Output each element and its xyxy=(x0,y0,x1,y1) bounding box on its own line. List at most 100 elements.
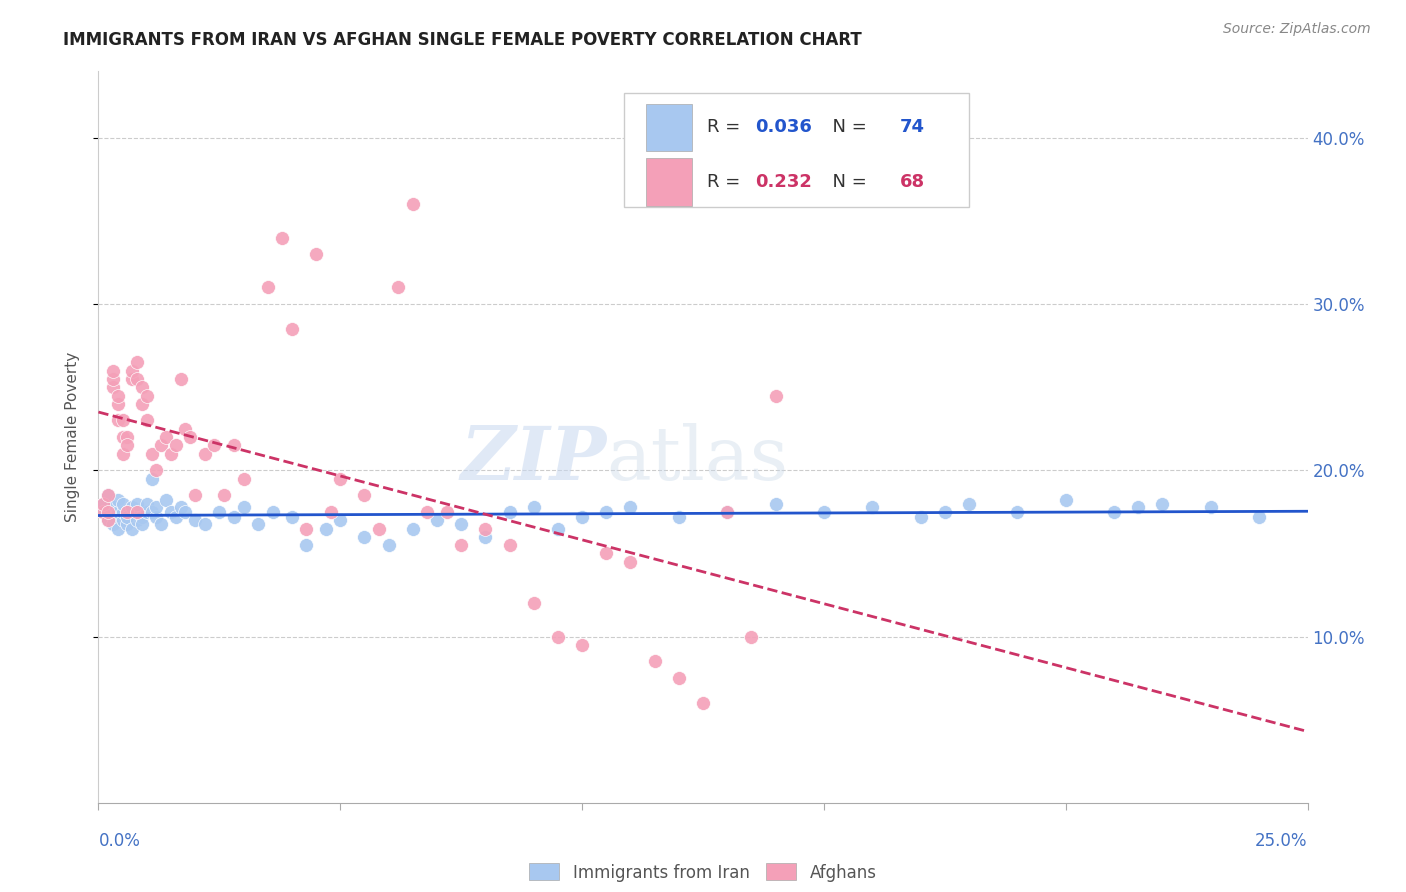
Point xyxy=(295,521,318,535)
Text: 0.036: 0.036 xyxy=(755,119,811,136)
Point xyxy=(135,413,157,427)
Point xyxy=(131,509,153,524)
Point xyxy=(101,500,124,514)
Point xyxy=(155,430,177,444)
Point xyxy=(353,530,375,544)
Point xyxy=(402,521,425,535)
Text: N =: N = xyxy=(821,173,873,191)
Point xyxy=(368,521,391,535)
Point xyxy=(619,555,641,569)
Point xyxy=(141,505,163,519)
Point xyxy=(107,413,129,427)
Point xyxy=(127,497,149,511)
Point xyxy=(1249,509,1271,524)
Point xyxy=(91,505,114,519)
Point xyxy=(145,509,167,524)
Point xyxy=(97,505,120,519)
Point xyxy=(91,497,114,511)
Point xyxy=(107,397,129,411)
Text: R =: R = xyxy=(707,173,745,191)
Point xyxy=(204,438,226,452)
Point xyxy=(692,696,714,710)
Point xyxy=(184,488,207,502)
Point xyxy=(1199,500,1222,514)
Y-axis label: Single Female Poverty: Single Female Poverty xyxy=(65,352,80,522)
Point xyxy=(474,521,496,535)
Point xyxy=(121,521,143,535)
Point xyxy=(329,513,352,527)
Point xyxy=(262,505,284,519)
Point xyxy=(101,516,124,531)
Point xyxy=(111,513,134,527)
Point xyxy=(498,505,520,519)
Point xyxy=(644,655,666,669)
Point xyxy=(208,505,231,519)
Point xyxy=(184,513,207,527)
Point xyxy=(127,505,149,519)
Point xyxy=(160,505,183,519)
Point xyxy=(247,516,270,531)
Point xyxy=(668,509,690,524)
Point xyxy=(547,521,569,535)
Point xyxy=(353,488,375,502)
Point xyxy=(174,422,197,436)
Point xyxy=(194,447,217,461)
Point xyxy=(97,505,120,519)
Point xyxy=(813,505,835,519)
Point xyxy=(101,380,124,394)
Point xyxy=(1007,505,1029,519)
Text: 25.0%: 25.0% xyxy=(1256,832,1308,850)
Point xyxy=(668,671,690,685)
Point xyxy=(101,509,124,524)
Point xyxy=(127,372,149,386)
Point xyxy=(101,372,124,386)
Point xyxy=(117,505,139,519)
Point xyxy=(127,505,149,519)
Point xyxy=(107,388,129,402)
Point xyxy=(111,447,134,461)
Point xyxy=(222,438,245,452)
Point xyxy=(281,509,304,524)
Point xyxy=(315,521,337,535)
Point xyxy=(91,497,114,511)
Point xyxy=(212,488,235,502)
Point xyxy=(107,521,129,535)
Point xyxy=(910,509,932,524)
Point xyxy=(860,500,883,514)
Point xyxy=(107,493,129,508)
Point xyxy=(150,516,173,531)
Point xyxy=(121,500,143,514)
Point xyxy=(135,505,157,519)
Point xyxy=(117,509,139,524)
Bar xyxy=(647,103,692,151)
Point xyxy=(281,322,304,336)
Text: 74: 74 xyxy=(900,119,925,136)
Point xyxy=(1128,500,1150,514)
Point xyxy=(97,488,120,502)
Point xyxy=(402,197,425,211)
Point xyxy=(474,530,496,544)
Point xyxy=(179,430,201,444)
Point xyxy=(1102,505,1125,519)
Point xyxy=(523,596,546,610)
Point xyxy=(160,447,183,461)
Text: Source: ZipAtlas.com: Source: ZipAtlas.com xyxy=(1223,22,1371,37)
Point xyxy=(295,538,318,552)
Point xyxy=(97,513,120,527)
Point xyxy=(121,372,143,386)
Legend: Immigrants from Iran, Afghans: Immigrants from Iran, Afghans xyxy=(522,855,884,890)
Point xyxy=(498,538,520,552)
Text: atlas: atlas xyxy=(606,423,789,496)
Point xyxy=(155,493,177,508)
Point xyxy=(232,500,254,514)
Point xyxy=(256,280,278,294)
Point xyxy=(91,505,114,519)
Point xyxy=(523,500,546,514)
Bar xyxy=(647,158,692,205)
Text: 68: 68 xyxy=(900,173,925,191)
Point xyxy=(387,280,409,294)
Point xyxy=(740,630,762,644)
Point xyxy=(97,513,120,527)
Point xyxy=(135,388,157,402)
Point xyxy=(101,363,124,377)
